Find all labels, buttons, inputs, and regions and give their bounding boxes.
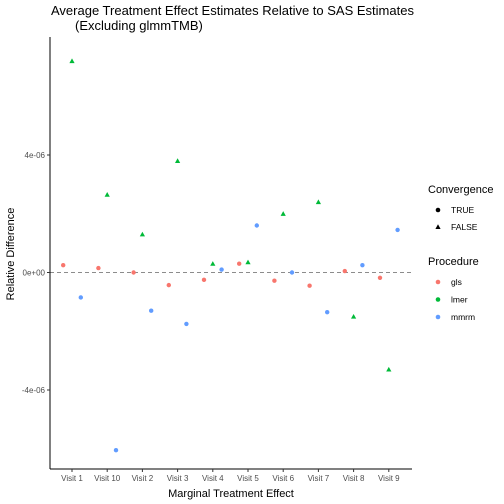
y-tick-label: 4e-06 <box>25 151 46 160</box>
legend-label-gls: gls <box>451 277 462 287</box>
x-tick-label: Visit 2 <box>132 474 154 483</box>
data-point-mmrm-7 <box>289 270 295 275</box>
x-tick-label: Visit 9 <box>378 474 400 483</box>
data-point-mmrm-9 <box>360 262 365 268</box>
legend-mmrm-swatch <box>435 314 441 320</box>
data-point-mmrm-10 <box>395 227 400 233</box>
x-tick-label: Visit 6 <box>272 474 294 483</box>
legend-label-true: TRUE <box>451 205 474 215</box>
chart-subtitle: (Excluding glmmTMB) <box>75 18 203 33</box>
x-axis-title: Marginal Treatment Effect <box>168 488 294 500</box>
legend-circle-icon <box>435 207 441 213</box>
data-point-lmer-9 <box>351 313 357 319</box>
legend-triangle-icon <box>435 224 441 229</box>
legend: Convergence TRUE FALSE Procedure gls lme… <box>428 184 493 322</box>
data-point-lmer-6 <box>245 259 251 265</box>
x-tick-label: Visit 10 <box>94 474 121 483</box>
chart-title: Average Treatment Effect Estimates Relat… <box>51 3 414 18</box>
data-point-mmrm-4 <box>184 321 189 327</box>
data-point-gls-9 <box>342 268 347 274</box>
legend-label-lmer: lmer <box>451 295 468 305</box>
y-axis-title: Relative Difference <box>5 208 17 301</box>
data-point-gls-5 <box>201 277 207 283</box>
data-point-mmrm-6 <box>254 223 259 228</box>
x-tick-label: Visit 4 <box>202 474 224 483</box>
x-tick-label: Visit 1 <box>61 474 83 483</box>
data-point-lmer-1 <box>69 58 75 64</box>
x-tick-label: Visit 3 <box>167 474 189 483</box>
data-point-gls-3 <box>131 270 136 275</box>
data-point-gls-2 <box>96 265 101 271</box>
data-point-lmer-5 <box>210 261 216 266</box>
legend-label-false: FALSE <box>451 222 478 232</box>
data-point-lmer-10 <box>386 366 392 372</box>
legend-label-mmrm: mmrm <box>451 312 475 322</box>
data-point-lmer-7 <box>280 211 286 216</box>
data-point-lmer-8 <box>315 199 321 205</box>
legend-gls-swatch <box>435 279 441 285</box>
data-point-mmrm-3 <box>149 308 154 313</box>
y-tick-label: 0e+00 <box>23 269 46 278</box>
data-point-lmer-4 <box>175 158 181 163</box>
data-point-gls-7 <box>272 278 277 283</box>
data-point-gls-6 <box>237 261 242 266</box>
x-tick-label: Visit 5 <box>237 474 259 483</box>
data-point-mmrm-8 <box>325 309 330 315</box>
data-point-mmrm-1 <box>78 295 84 300</box>
data-point-mmrm-2 <box>113 448 119 453</box>
legend-procedure-title: Procedure <box>428 256 479 268</box>
legend-convergence-title: Convergence <box>428 184 493 196</box>
data-point-lmer-2 <box>104 192 110 197</box>
x-tick-label: Visit 8 <box>343 474 365 483</box>
data-point-gls-8 <box>307 283 312 288</box>
data-point-mmrm-5 <box>219 267 224 272</box>
x-tick-label: Visit 7 <box>308 474 330 483</box>
data-point-lmer-3 <box>139 231 145 237</box>
legend-lmer-swatch <box>435 297 441 302</box>
data-point-gls-4 <box>166 282 171 288</box>
data-point-gls-1 <box>61 262 66 268</box>
y-tick-label: -4e-06 <box>22 386 46 395</box>
data-point-gls-10 <box>377 275 383 280</box>
plot-area: -4e-06 0e+00 4e-06 Visit 1 Visit 10 Visit 2 Vi… <box>22 37 412 483</box>
